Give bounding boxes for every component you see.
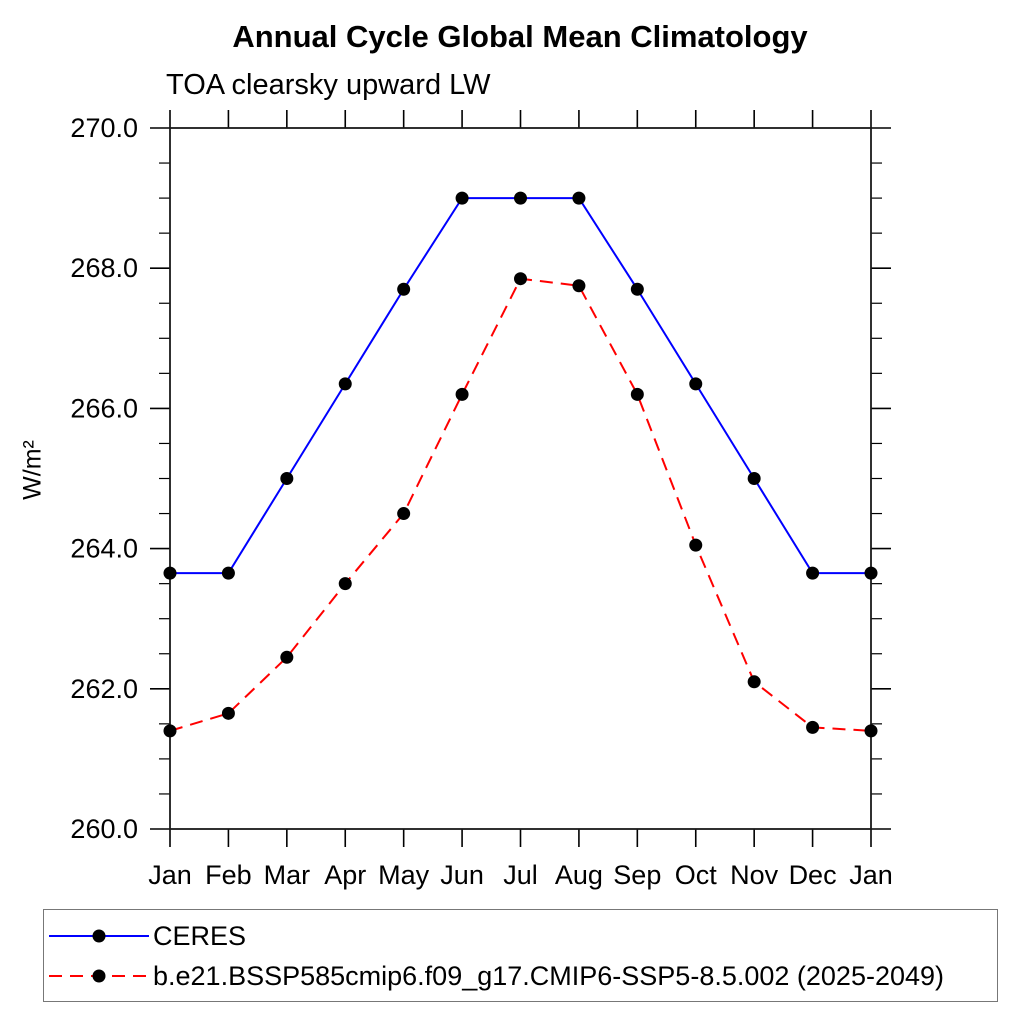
svg-text:May: May — [378, 860, 430, 890]
svg-text:Nov: Nov — [730, 860, 779, 890]
legend-item-ceres: CERES — [49, 921, 246, 951]
svg-text:Dec: Dec — [789, 860, 837, 890]
legend-line-sample-solid — [49, 929, 149, 943]
svg-text:Feb: Feb — [205, 860, 252, 890]
legend-label-ceres: CERES — [153, 920, 247, 951]
svg-text:266.0: 266.0 — [70, 393, 138, 423]
svg-text:Apr: Apr — [324, 860, 366, 890]
legend-label-model: b.e21.BSSP585cmip6.f09_g17.CMIP6-SSP5-8.… — [153, 960, 945, 991]
legend-item-model: b.e21.BSSP585cmip6.f09_g17.CMIP6-SSP5-8.… — [49, 961, 944, 991]
svg-text:Jan: Jan — [148, 860, 192, 890]
svg-text:Oct: Oct — [675, 860, 718, 890]
svg-text:Mar: Mar — [264, 860, 311, 890]
svg-text:Sep: Sep — [613, 860, 661, 890]
svg-text:264.0: 264.0 — [70, 534, 138, 564]
svg-text:Aug: Aug — [555, 860, 603, 890]
svg-text:270.0: 270.0 — [70, 113, 138, 143]
legend-line-sample-dashed — [49, 969, 149, 983]
svg-text:262.0: 262.0 — [70, 674, 138, 704]
svg-text:Jan: Jan — [849, 860, 893, 890]
legend: CERES b.e21.BSSP585cmip6.f09_g17.CMIP6-S… — [43, 909, 998, 1002]
chart-subtitle: TOA clearsky upward LW — [166, 69, 491, 101]
svg-text:Jun: Jun — [440, 860, 484, 890]
svg-text:268.0: 268.0 — [70, 253, 138, 283]
svg-text:260.0: 260.0 — [70, 814, 138, 844]
chart-title: Annual Cycle Global Mean Climatology — [232, 19, 808, 54]
svg-text:Jul: Jul — [503, 860, 538, 890]
